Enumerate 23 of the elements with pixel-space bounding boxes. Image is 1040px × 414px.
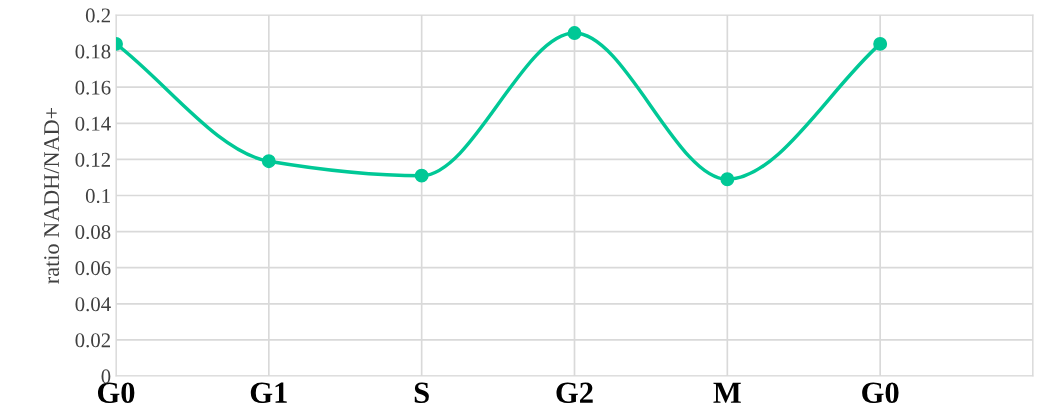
point	[414, 168, 429, 183]
y-axis-title: ratio NADH/NAD+	[44, 107, 60, 284]
y-tick-label: 0.02	[75, 333, 110, 348]
x-tick-label: G0	[862, 382, 899, 404]
x-tick-label: M	[713, 382, 741, 403]
y-tick-label: 0.18	[75, 44, 111, 59]
y-tick-label: 0.06	[75, 261, 111, 276]
y-tick-label: 0.12	[75, 152, 110, 167]
point	[567, 26, 582, 40]
x-tick-label: G2	[556, 382, 593, 404]
y-tick-label: 0.2	[85, 8, 110, 23]
y-tick-label: 0.04	[75, 297, 111, 312]
point	[261, 154, 276, 169]
y-tick-label: 0.14	[75, 116, 111, 131]
y-tick-label: 0.1	[85, 188, 110, 204]
x-tick-label: G1	[250, 382, 287, 404]
x-tick-label: G0	[97, 382, 135, 404]
y-tick-label: 0	[101, 369, 111, 384]
y-tick-label: 0.16	[75, 80, 111, 95]
x-tick-label: S	[414, 382, 429, 404]
point	[720, 172, 735, 187]
y-tick-label: 0.08	[75, 224, 111, 240]
point	[873, 36, 888, 51]
